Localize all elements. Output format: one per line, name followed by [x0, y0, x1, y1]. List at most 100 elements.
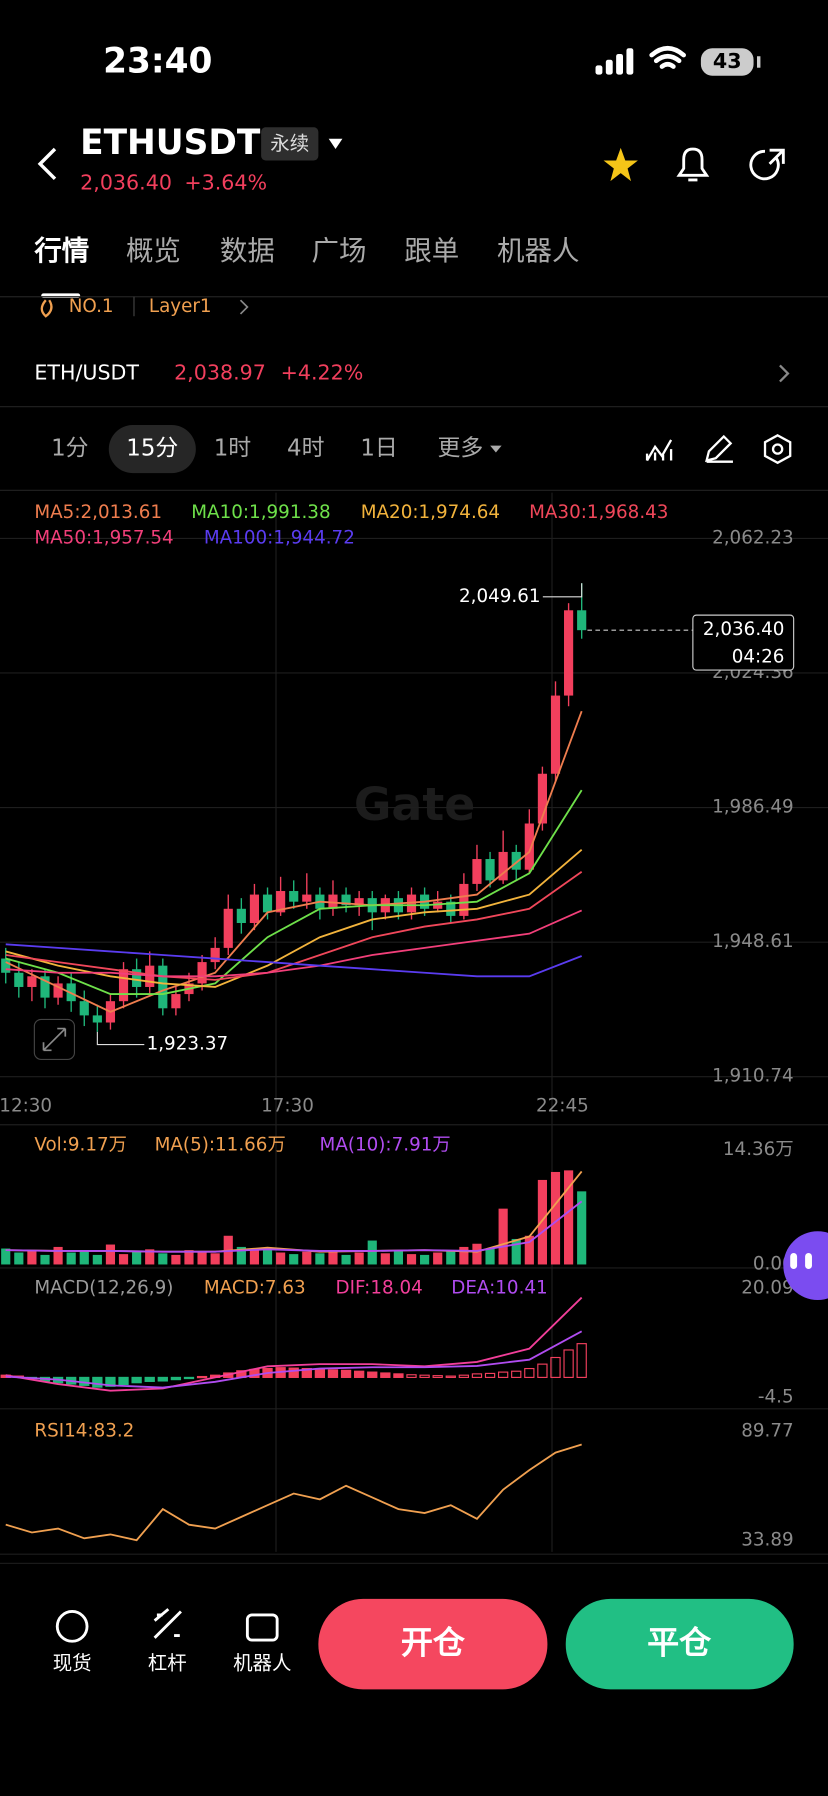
timeframe[interactable]: 1时 — [214, 436, 252, 462]
macd-bar — [471, 1373, 483, 1378]
share-icon[interactable] — [749, 148, 785, 181]
volume-bar — [420, 1254, 430, 1265]
volume-bar — [197, 1252, 207, 1265]
x-tick-label: 22:45 — [536, 1095, 589, 1116]
volume-bar — [315, 1253, 325, 1265]
tab[interactable]: 概览 — [126, 235, 181, 267]
candle-body — [92, 1015, 102, 1023]
candle-body — [132, 969, 142, 987]
y-tick-label: 89.77 — [741, 1421, 793, 1442]
watermark: Gate — [354, 777, 475, 831]
volume-bar — [132, 1251, 142, 1265]
volume-bar — [158, 1253, 168, 1265]
timeframe[interactable]: 15分 — [126, 436, 178, 462]
volume-bar — [92, 1254, 102, 1265]
timeframe[interactable]: 更多 — [437, 436, 483, 462]
timeframe[interactable]: 1日 — [360, 436, 397, 462]
tab[interactable]: 跟单 — [404, 235, 459, 267]
legend-entry: MA50:1,957.54 — [34, 527, 173, 548]
nav-label[interactable]: 机器人 — [233, 1652, 291, 1675]
legend-entry: MA20:1,974.64 — [361, 502, 500, 523]
badge: 永续 — [270, 132, 309, 155]
bot-icon[interactable] — [245, 1613, 279, 1642]
candle-body — [498, 851, 508, 881]
open-label[interactable]: 开仓 — [401, 1624, 466, 1662]
alert-icon[interactable] — [676, 147, 710, 182]
spot-change: +4.22% — [281, 360, 364, 384]
dropdown-icon[interactable] — [490, 445, 502, 453]
draw-icon[interactable] — [705, 434, 733, 463]
fire-icon — [40, 299, 53, 318]
candle-body — [210, 947, 220, 963]
macd-bar — [170, 1376, 182, 1381]
candle-body — [171, 994, 181, 1009]
volume-bar — [1, 1248, 11, 1265]
candle-body — [446, 901, 456, 916]
x-tick-label: 17:30 — [261, 1095, 314, 1116]
indicator-line — [5, 848, 583, 988]
back-button[interactable] — [37, 147, 57, 181]
settings-icon-dot — [771, 443, 784, 455]
volume-bar — [406, 1254, 417, 1265]
fullscreen-icon — [42, 1027, 67, 1052]
y-tick-label: 2,062.23 — [712, 527, 794, 548]
settings-icon[interactable] — [763, 434, 792, 465]
candle-body — [223, 908, 233, 948]
volume-bar — [53, 1246, 63, 1265]
volume-bar — [485, 1248, 495, 1265]
timeframe[interactable]: 4时 — [287, 436, 325, 462]
volume-bar — [105, 1244, 116, 1265]
spot-pair[interactable]: ETH/USDT — [34, 360, 139, 384]
macd-bar — [92, 1376, 103, 1388]
timeframe-active-bg — [108, 425, 196, 474]
volume-bar — [118, 1254, 129, 1265]
volume-bar — [367, 1240, 377, 1265]
candle-body — [249, 894, 260, 924]
dropdown-icon[interactable] — [328, 138, 343, 150]
chevron[interactable] — [779, 364, 790, 383]
tab[interactable]: 广场 — [312, 235, 367, 267]
fullscreen-button[interactable] — [33, 1018, 76, 1061]
close-button[interactable] — [565, 1598, 794, 1690]
volume-bar — [511, 1238, 521, 1265]
volume-bar — [276, 1252, 286, 1265]
close-label[interactable]: 平仓 — [647, 1624, 712, 1662]
low-label: 1,923.37 — [147, 1034, 229, 1055]
candle-body — [564, 610, 574, 696]
symbol[interactable]: ETHUSDT — [80, 123, 261, 163]
margin-icon[interactable] — [153, 1608, 182, 1639]
candle-body — [53, 983, 63, 998]
volume-bar — [472, 1243, 482, 1265]
macd-bar — [314, 1368, 326, 1378]
candle-body — [354, 898, 364, 906]
macd-bar — [288, 1367, 299, 1378]
macd-bar — [354, 1370, 365, 1378]
battery-level: 43 — [713, 49, 742, 73]
indicator-line — [5, 710, 583, 1013]
wifi-icon — [649, 45, 686, 69]
timeframe[interactable]: 1分 — [51, 436, 88, 462]
nav-label[interactable]: 杠杆 — [148, 1652, 187, 1675]
header-price: 2,036.40 — [80, 170, 172, 194]
volume-bar — [433, 1252, 443, 1265]
tab[interactable]: 数据 — [220, 235, 275, 267]
indicator-icon[interactable] — [645, 439, 673, 462]
spot-icon[interactable] — [55, 1610, 89, 1643]
candle-body — [472, 859, 482, 884]
chevron — [239, 299, 249, 315]
last-price-box — [692, 614, 795, 671]
candle-body — [459, 883, 469, 916]
candle-body — [262, 894, 273, 913]
macd-bar — [118, 1376, 129, 1386]
indicator-line — [5, 909, 583, 978]
volume-bar — [328, 1250, 338, 1265]
favorite-icon[interactable] — [603, 147, 638, 182]
tag[interactable]: NO.1 — [69, 296, 114, 317]
tab[interactable]: 机器人 — [497, 235, 579, 267]
nav-label[interactable]: 现货 — [53, 1652, 92, 1675]
tab[interactable]: 行情 — [33, 235, 89, 267]
open-button[interactable] — [318, 1598, 548, 1690]
tag[interactable]: Layer1 — [149, 296, 212, 317]
volume-bar — [27, 1250, 37, 1265]
volume-bar — [498, 1208, 508, 1265]
